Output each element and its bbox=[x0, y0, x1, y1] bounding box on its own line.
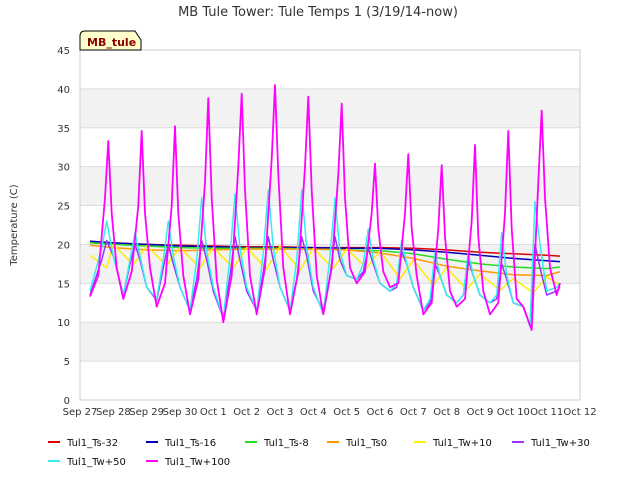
x-tick-label: Oct 9 bbox=[467, 407, 494, 418]
x-tick-label: Oct 12 bbox=[563, 407, 596, 418]
legend-label: Tul1_Tw+100 bbox=[164, 457, 230, 468]
y-axis-ticks: 0 5 10 15 20 25 30 35 40 45 bbox=[57, 46, 70, 407]
x-tick-label: Sep 30 bbox=[163, 407, 198, 418]
y-tick-label: 35 bbox=[57, 124, 70, 135]
y-tick-label: 0 bbox=[64, 396, 70, 407]
legend-label: Tul1_Ts-8 bbox=[263, 438, 309, 449]
x-tick-label: Oct 7 bbox=[400, 407, 427, 418]
y-tick-label: 5 bbox=[64, 357, 70, 368]
legend-label: Tul1_Tw+50 bbox=[66, 457, 126, 468]
legend-label: Tul1_Tw+30 bbox=[530, 438, 590, 449]
legend-item: Tul1_Ts-16 bbox=[146, 438, 216, 449]
legend-item: Tul1_Tw+100 bbox=[146, 457, 230, 468]
plot-band bbox=[80, 322, 580, 362]
x-tick-label: Oct 3 bbox=[267, 407, 294, 418]
x-tick-label: Oct 11 bbox=[530, 407, 563, 418]
legend-item: Tul1_Ts-8 bbox=[245, 438, 309, 449]
legend-label: Tul1_Ts-32 bbox=[66, 438, 118, 449]
x-tick-label: Oct 2 bbox=[233, 407, 260, 418]
site-badge: MB_tule bbox=[79, 30, 142, 51]
y-axis-label: Temperature (C) bbox=[9, 184, 20, 266]
x-tick-label: Oct 6 bbox=[367, 407, 394, 418]
legend-label: Tul1_Tw+10 bbox=[432, 438, 492, 449]
series-lines bbox=[89, 84, 561, 331]
y-tick-label: 30 bbox=[57, 163, 70, 174]
x-tick-label: Sep 28 bbox=[96, 407, 131, 418]
legend: Tul1_Ts-32 Tul1_Ts-16 Tul1_Ts-8 Tul1_Ts0 Tul… bbox=[48, 438, 590, 468]
legend-item: Tul1_Tw+50 bbox=[48, 457, 126, 468]
plot-area bbox=[79, 49, 581, 401]
plot-band bbox=[80, 88, 580, 128]
y-tick-label: 10 bbox=[57, 318, 70, 329]
chart-title: MB Tule Tower: Tule Temps 1 (3/19/14-now… bbox=[178, 5, 458, 20]
legend-item: Tul1_Tw+10 bbox=[414, 438, 492, 449]
x-tick-label: Oct 5 bbox=[333, 407, 360, 418]
plot-background-bands bbox=[80, 88, 580, 362]
x-tick-label: Sep 29 bbox=[129, 407, 164, 418]
legend-label: Tul1_Ts0 bbox=[345, 438, 387, 449]
badge-label: MB_tule bbox=[87, 36, 136, 49]
x-tick-label: Oct 1 bbox=[200, 407, 227, 418]
legend-label: Tul1_Ts-16 bbox=[164, 438, 216, 449]
legend-item: Tul1_Tw+30 bbox=[512, 438, 590, 449]
x-tick-label: Oct 8 bbox=[433, 407, 460, 418]
legend-item: Tul1_Ts-32 bbox=[48, 438, 118, 449]
badge-shape bbox=[79, 30, 142, 51]
series-line-tul1-tw-100 bbox=[89, 84, 561, 331]
x-tick-label: Oct 10 bbox=[497, 407, 530, 418]
series-line-tul1-tw-50 bbox=[89, 189, 561, 327]
y-tick-label: 25 bbox=[57, 202, 70, 213]
x-tick-label: Sep 27 bbox=[63, 407, 98, 418]
legend-item: Tul1_Ts0 bbox=[327, 438, 387, 449]
y-tick-label: 40 bbox=[57, 85, 70, 96]
y-tick-label: 20 bbox=[57, 240, 70, 251]
plot-band bbox=[80, 166, 580, 206]
y-tick-label: 15 bbox=[57, 279, 70, 290]
x-tick-label: Oct 4 bbox=[300, 407, 327, 418]
y-tick-label: 45 bbox=[57, 46, 70, 57]
